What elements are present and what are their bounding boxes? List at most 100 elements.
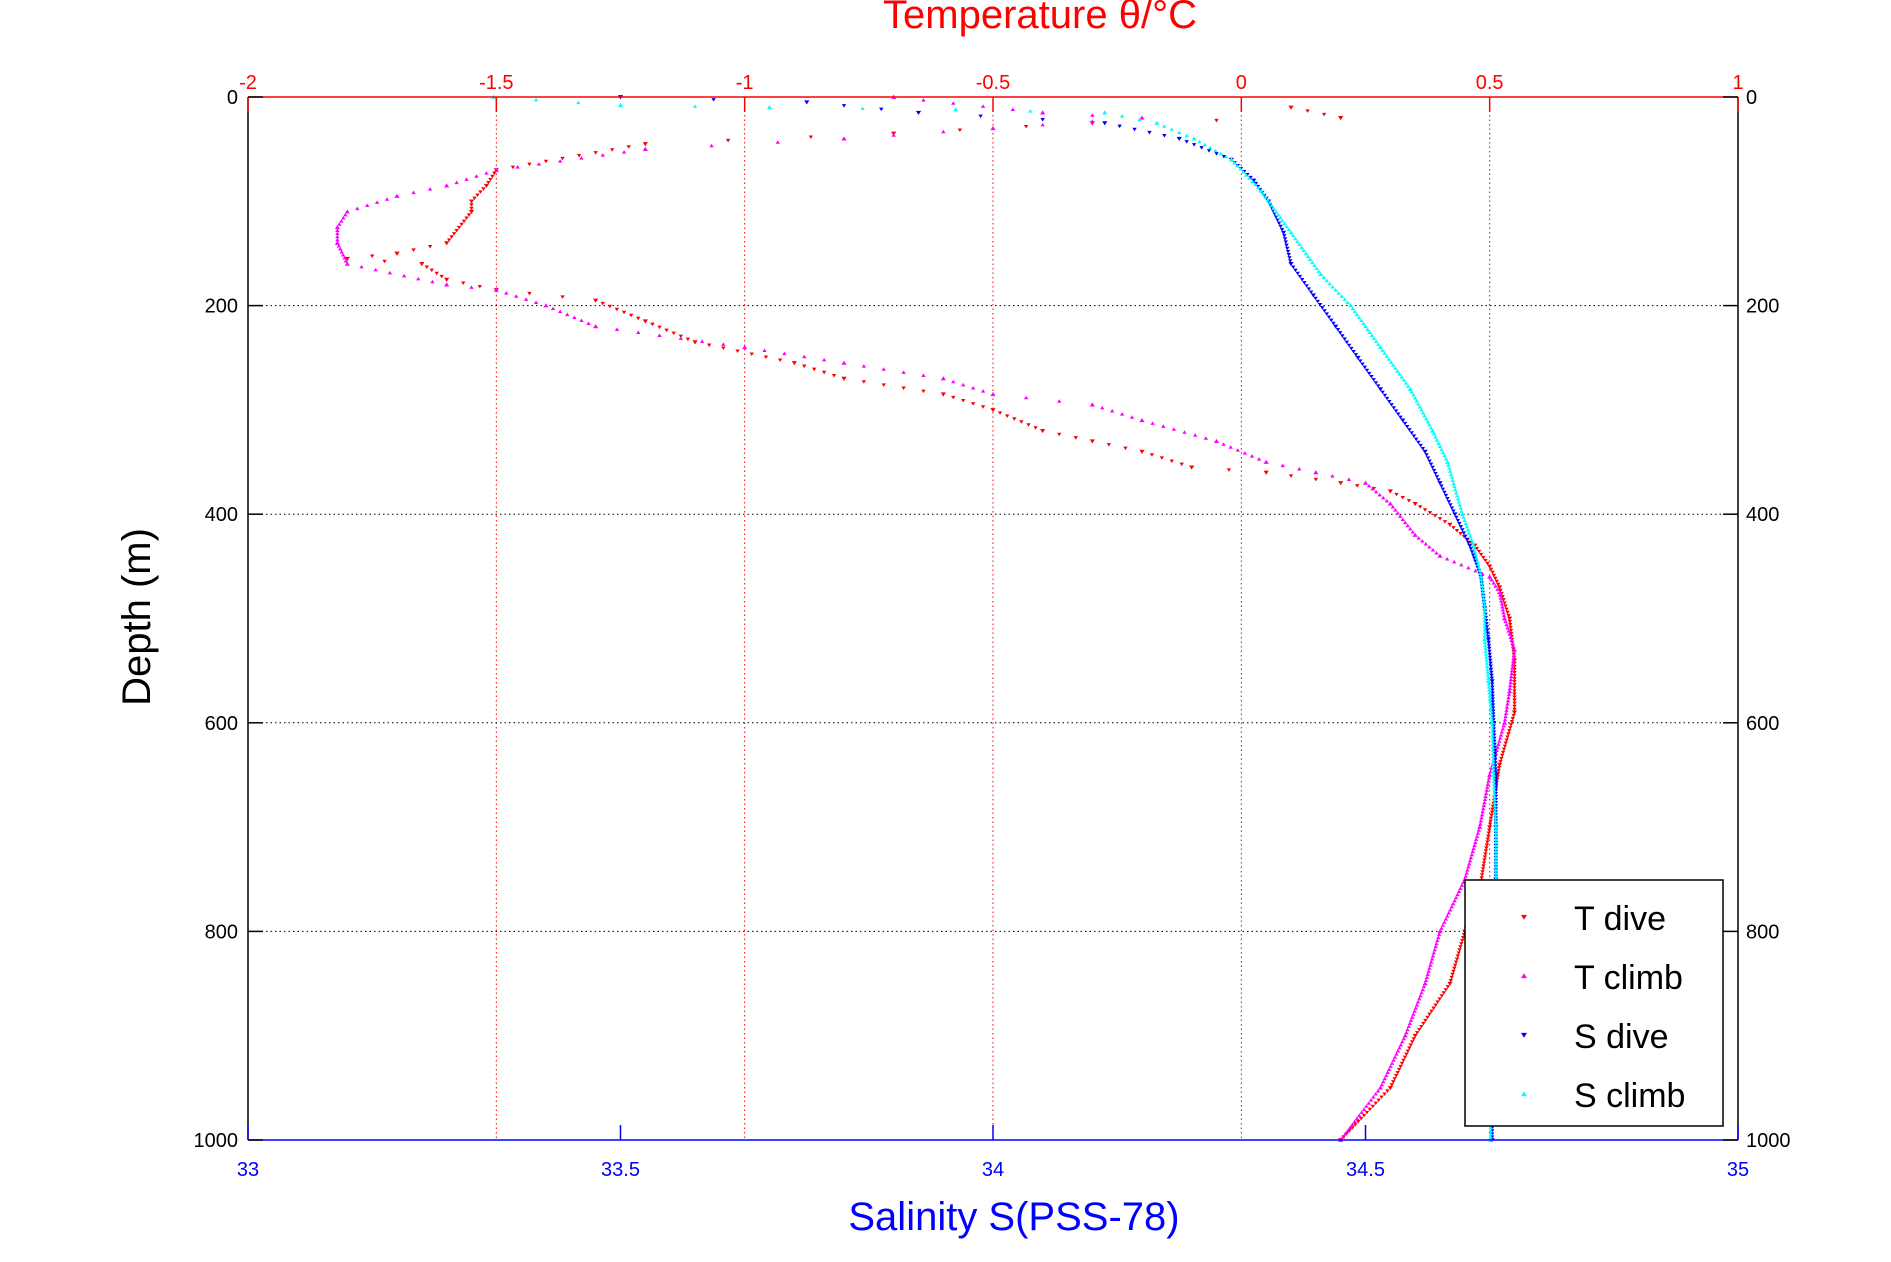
- data-point: [1477, 824, 1483, 829]
- data-point: [486, 180, 491, 185]
- data-point: [1447, 466, 1452, 470]
- data-point: [1449, 475, 1455, 479]
- data-point: [1421, 1021, 1426, 1026]
- data-point: [1023, 395, 1029, 400]
- data-point: [1486, 682, 1491, 686]
- data-point: [1404, 1030, 1409, 1035]
- data-point: [1218, 151, 1223, 156]
- data-point: [1482, 624, 1487, 629]
- data-point: [336, 244, 342, 248]
- data-point: [1488, 705, 1494, 710]
- data-point: [1285, 246, 1290, 251]
- data-point: [1474, 546, 1480, 551]
- data-point: [576, 153, 582, 158]
- data-point: [1437, 929, 1443, 934]
- data-point: [901, 386, 906, 390]
- data-point: [636, 316, 641, 321]
- data-point: [1375, 384, 1381, 388]
- data-point: [891, 133, 896, 137]
- data-point: [1487, 655, 1493, 660]
- data-point: [1302, 281, 1307, 285]
- data-point: [1444, 459, 1451, 464]
- data-point: [1508, 635, 1513, 639]
- data-point: [1288, 259, 1293, 263]
- data-point: [1478, 818, 1484, 823]
- data-point: [454, 228, 459, 233]
- data-point: [464, 177, 469, 181]
- data-point: [1263, 470, 1269, 475]
- data-point: [1436, 932, 1442, 937]
- data-point: [1443, 917, 1449, 921]
- data-point: [1214, 118, 1219, 123]
- data-point: [1472, 843, 1477, 848]
- data-point: [1379, 1095, 1384, 1100]
- data-point: [1455, 496, 1461, 501]
- data-point: [1387, 400, 1392, 404]
- data-point: [1191, 143, 1197, 147]
- data-point: [1253, 181, 1259, 186]
- data-point: [1500, 753, 1505, 758]
- data-point: [1279, 227, 1285, 232]
- data-point: [1511, 644, 1516, 649]
- data-point: [1412, 532, 1418, 537]
- data-point: [1405, 425, 1410, 429]
- data-point: [1505, 698, 1511, 703]
- data-point: [1495, 771, 1501, 776]
- data-point: [1380, 390, 1385, 395]
- data-point: [692, 340, 698, 345]
- data-point: [775, 140, 780, 144]
- data-point: [1283, 240, 1288, 244]
- data-point: [1488, 1134, 1493, 1139]
- data-point: [510, 165, 516, 170]
- data-point: [1487, 772, 1493, 777]
- data-point: [1492, 806, 1498, 811]
- data-point: [1482, 627, 1487, 632]
- data-point: [1373, 1101, 1378, 1106]
- data-point: [915, 110, 922, 115]
- data-point: [1402, 1055, 1408, 1060]
- data-point: [1484, 788, 1489, 792]
- data-point: [523, 297, 529, 301]
- data-point: [990, 391, 996, 397]
- data-point: [1426, 969, 1431, 973]
- data-point: [1478, 574, 1484, 579]
- data-point: [1278, 215, 1283, 220]
- data-point: [1117, 124, 1122, 129]
- data-point: [1497, 590, 1503, 595]
- data-point: [1479, 876, 1484, 880]
- data-point: [1241, 170, 1246, 174]
- data-point: [1459, 511, 1465, 517]
- data-point: [1490, 694, 1495, 698]
- data-point: [1488, 708, 1494, 713]
- data-point: [766, 105, 773, 110]
- data-point: [1493, 761, 1498, 765]
- data-point: [1420, 410, 1426, 415]
- data-point: [1425, 419, 1430, 424]
- data-point: [1483, 558, 1488, 563]
- data-point: [1401, 1036, 1406, 1041]
- data-point: [1416, 440, 1421, 445]
- data-point: [1505, 735, 1510, 739]
- data-point: [1498, 759, 1503, 764]
- salinity-tick-label: 34: [982, 1159, 1004, 1181]
- data-point: [411, 190, 416, 195]
- data-point: [1466, 530, 1472, 535]
- data-point: [1305, 109, 1310, 113]
- data-point: [359, 264, 364, 269]
- data-point: [1419, 1024, 1424, 1029]
- data-point: [1391, 406, 1397, 410]
- data-point: [1506, 629, 1511, 633]
- data-point: [1228, 157, 1234, 162]
- data-point: [1354, 1116, 1360, 1121]
- data-point: [444, 277, 450, 282]
- data-point: [444, 241, 450, 246]
- data-point: [1485, 637, 1492, 642]
- data-point: [610, 148, 615, 152]
- data-point: [1497, 585, 1503, 590]
- data-point: [1493, 815, 1498, 820]
- data-point: [1171, 427, 1177, 431]
- data-point: [1123, 446, 1128, 451]
- data-point: [1373, 1092, 1378, 1096]
- data-point: [735, 349, 740, 354]
- data-point: [1451, 969, 1456, 974]
